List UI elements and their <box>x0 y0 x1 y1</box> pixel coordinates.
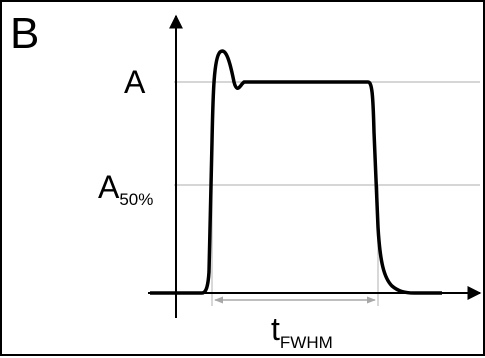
fwhm-main: t <box>271 311 280 347</box>
fwhm-label: tFWHM <box>271 311 333 352</box>
fwhm-subscript: FWHM <box>280 333 333 352</box>
half-amplitude-label: A50% <box>98 169 153 209</box>
pulse-curve <box>150 49 442 295</box>
panel-letter: B <box>10 9 39 58</box>
half-amplitude-main: A <box>98 169 120 205</box>
half-amplitude-subscript: 50% <box>119 190 153 209</box>
amplitude-label: A <box>124 64 146 100</box>
